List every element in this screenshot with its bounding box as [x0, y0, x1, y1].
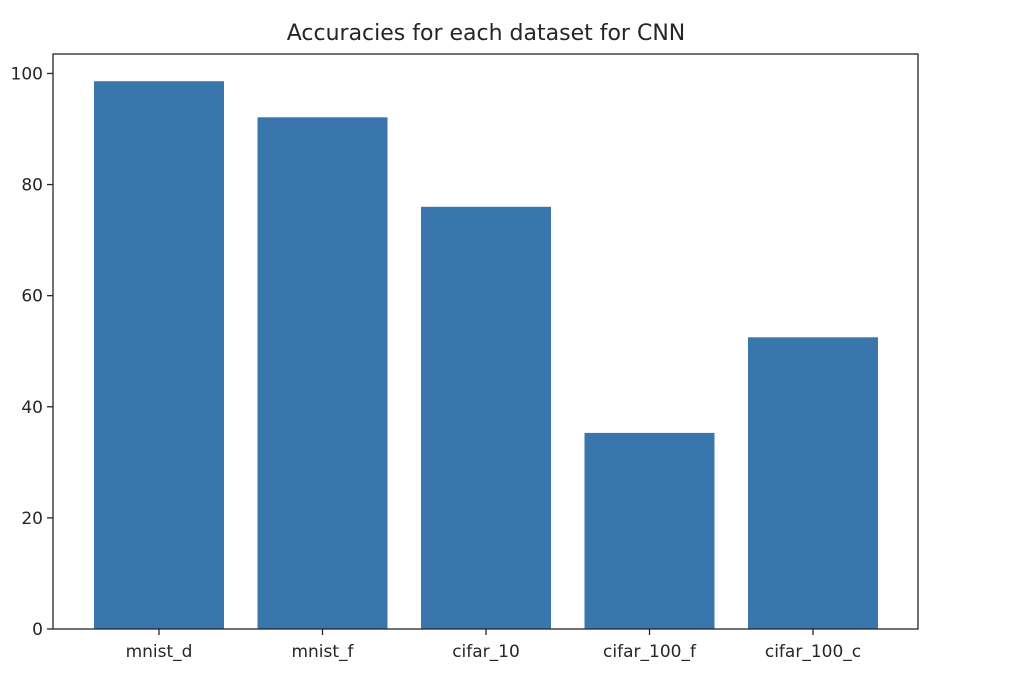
x-tick-label: cifar_100_f [603, 642, 697, 662]
chart-title: Accuracies for each dataset for CNN [287, 21, 686, 46]
y-tick-label: 60 [21, 287, 43, 307]
x-tick-label: mnist_f [291, 642, 354, 662]
y-tick-label: 40 [21, 398, 43, 418]
bar-mnist_f [257, 117, 388, 630]
x-tick-label: cifar_100_c [765, 642, 861, 662]
y-tick-label: 80 [21, 176, 43, 196]
bar-cifar_100_c [748, 337, 878, 629]
y-axis: 0 20 40 60 80 100 [11, 64, 53, 640]
bar-cifar_100_f [584, 432, 715, 629]
bar-cifar_10 [421, 206, 551, 630]
y-tick-label: 0 [32, 620, 43, 640]
x-tick-label: mnist_d [126, 642, 193, 662]
x-axis: mnist_d mnist_f cifar_10 cifar_100_f cifar_1… [126, 629, 861, 662]
bar-mnist_d [94, 81, 224, 629]
bars-group [94, 81, 878, 630]
y-tick-label: 100 [11, 64, 43, 84]
y-tick-label: 20 [21, 509, 43, 529]
plot-frame [52, 53, 919, 630]
x-tick-label: cifar_10 [452, 642, 520, 662]
